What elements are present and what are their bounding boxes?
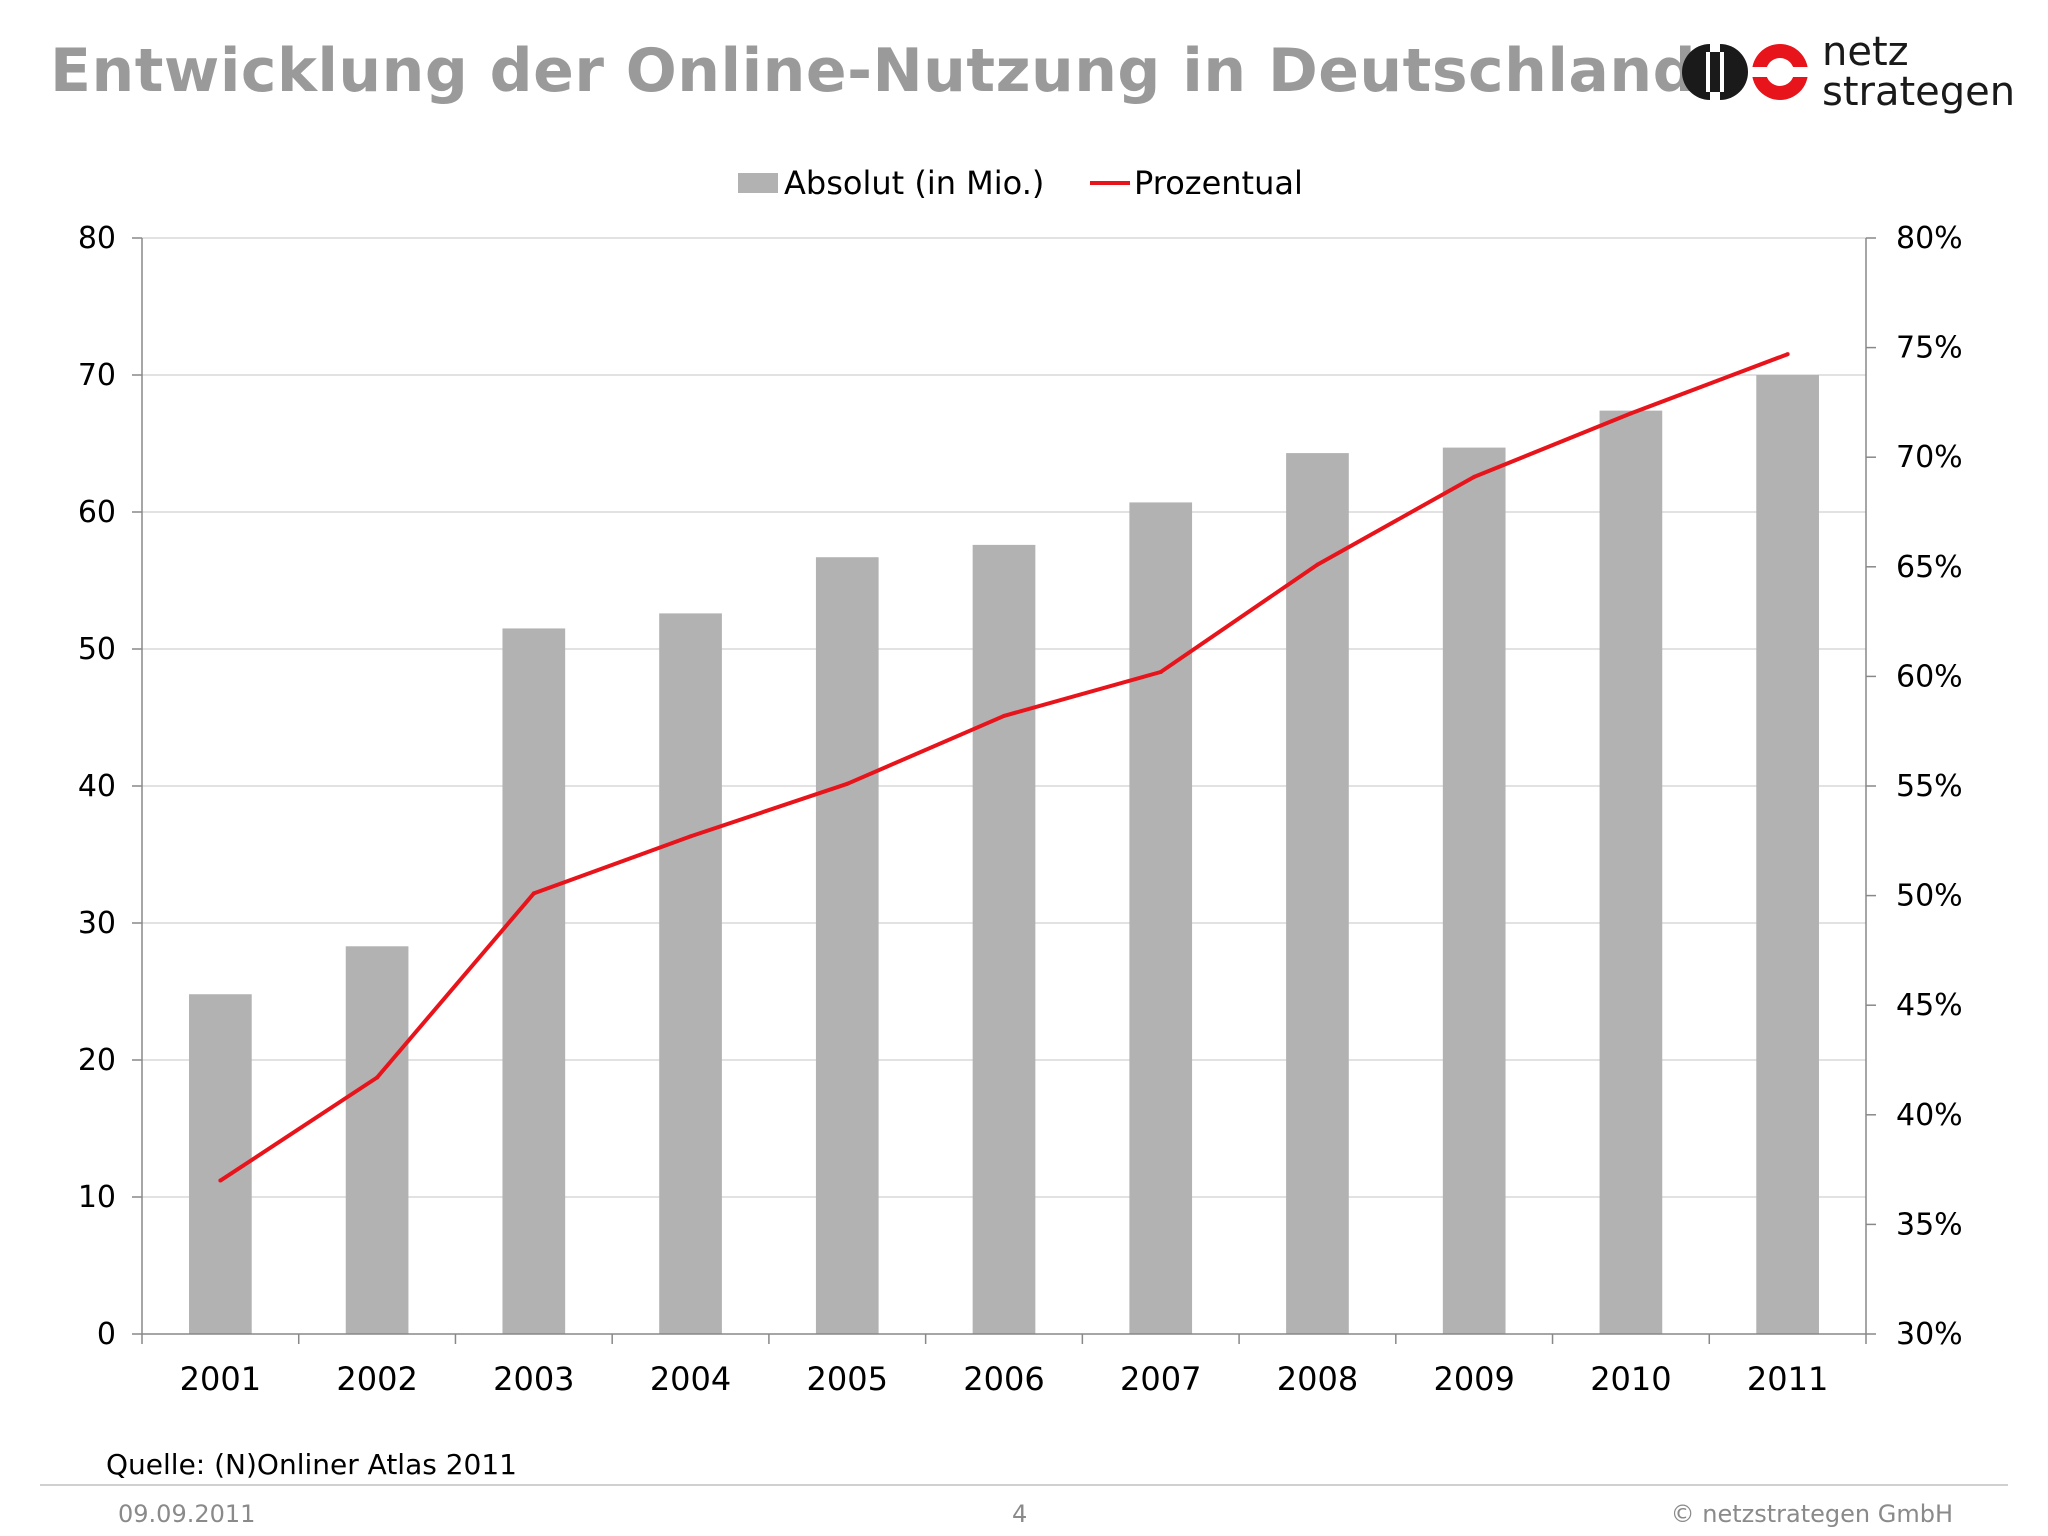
point-2003: [531, 891, 536, 896]
right-axis-tick-label: 70%: [1896, 440, 1963, 475]
left-axis-tick-label: 30: [78, 906, 116, 941]
right-axis-tick-label: 30%: [1896, 1317, 1963, 1352]
x-axis-tick-label: 2004: [650, 1360, 731, 1398]
x-axis-tick-label: 2001: [180, 1360, 261, 1398]
logo-text-strategen: strategen: [1822, 69, 2016, 115]
right-axis-tick-label: 65%: [1896, 550, 1963, 585]
logo-text: netz strategen: [1822, 32, 2015, 112]
left-axis-tick-label: 70: [78, 358, 116, 393]
bar-2005: [815, 557, 879, 1334]
bar-2002: [345, 946, 409, 1334]
page-title: Entwicklung der Online-Nutzung in Deutsc…: [50, 36, 1697, 106]
left-axis-tick-label: 50: [78, 632, 116, 667]
legend-label-absolut: Absolut (in Mio.): [784, 164, 1044, 202]
bar-2009: [1442, 447, 1506, 1334]
point-2002: [375, 1075, 380, 1080]
x-axis-tick-label: 2006: [963, 1360, 1044, 1398]
footer-date: 09.09.2011: [118, 1500, 256, 1528]
point-2005: [845, 781, 850, 786]
right-axis-tick-label: 45%: [1896, 988, 1963, 1023]
legend-label-prozentual: Prozentual: [1134, 164, 1303, 202]
bar-2006: [972, 544, 1036, 1334]
right-axis-tick-label: 35%: [1896, 1207, 1963, 1242]
left-axis-tick-label: 0: [97, 1317, 116, 1352]
left-axis-tick-label: 40: [78, 769, 116, 804]
netzstrategen-logo: netz strategen: [1680, 32, 2030, 118]
left-axis-tick-label: 80: [78, 221, 116, 256]
bar-2007: [1129, 502, 1193, 1334]
legend-swatch-absolut: [738, 173, 778, 193]
left-axis-tick-label: 60: [78, 495, 116, 530]
chart-source: Quelle: (N)Onliner Atlas 2011: [106, 1448, 517, 1481]
bar-2001: [189, 994, 252, 1334]
bar-2008: [1286, 453, 1349, 1335]
left-axis-tick-label: 20: [78, 1043, 116, 1078]
left-axis-tick-label: 10: [78, 1180, 116, 1215]
footer-page-number: 4: [1012, 1500, 1028, 1528]
right-axis-tick-label: 40%: [1896, 1098, 1963, 1133]
point-2008: [1315, 562, 1320, 567]
x-axis-tick-label: 2008: [1277, 1360, 1358, 1398]
logo-mark-icon: [1682, 44, 1810, 100]
x-axis-tick-label: 2007: [1120, 1360, 1201, 1398]
point-2010: [1628, 411, 1633, 416]
right-axis-tick-label: 50%: [1896, 879, 1963, 914]
right-axis-tick-label: 55%: [1896, 769, 1963, 804]
point-2011: [1785, 352, 1790, 357]
bar-2004: [659, 613, 722, 1334]
point-2009: [1472, 474, 1477, 479]
point-2006: [1002, 713, 1006, 718]
bar-2010: [1599, 410, 1663, 1334]
footer-copyright: © netzstrategen GmbH: [1670, 1500, 1953, 1528]
bar-2011: [1756, 375, 1819, 1334]
x-axis-tick-label: 2011: [1747, 1360, 1828, 1398]
footer-divider: [40, 1484, 2008, 1486]
x-axis-tick-label: 2009: [1433, 1360, 1514, 1398]
right-axis-tick-label: 75%: [1896, 331, 1963, 366]
x-axis-tick-label: 2003: [493, 1360, 574, 1398]
x-axis-tick-label: 2010: [1590, 1360, 1671, 1398]
right-axis-tick-label: 60%: [1896, 659, 1963, 694]
point-2001: [218, 1178, 223, 1183]
x-axis-tick-label: 2005: [807, 1360, 888, 1398]
x-axis-tick-label: 2002: [336, 1360, 417, 1398]
point-2007: [1158, 670, 1163, 675]
right-axis-tick-label: 80%: [1896, 221, 1963, 256]
bar-2003: [502, 628, 566, 1334]
logo-text-netz: netz: [1822, 29, 1909, 75]
point-2004: [688, 834, 693, 839]
